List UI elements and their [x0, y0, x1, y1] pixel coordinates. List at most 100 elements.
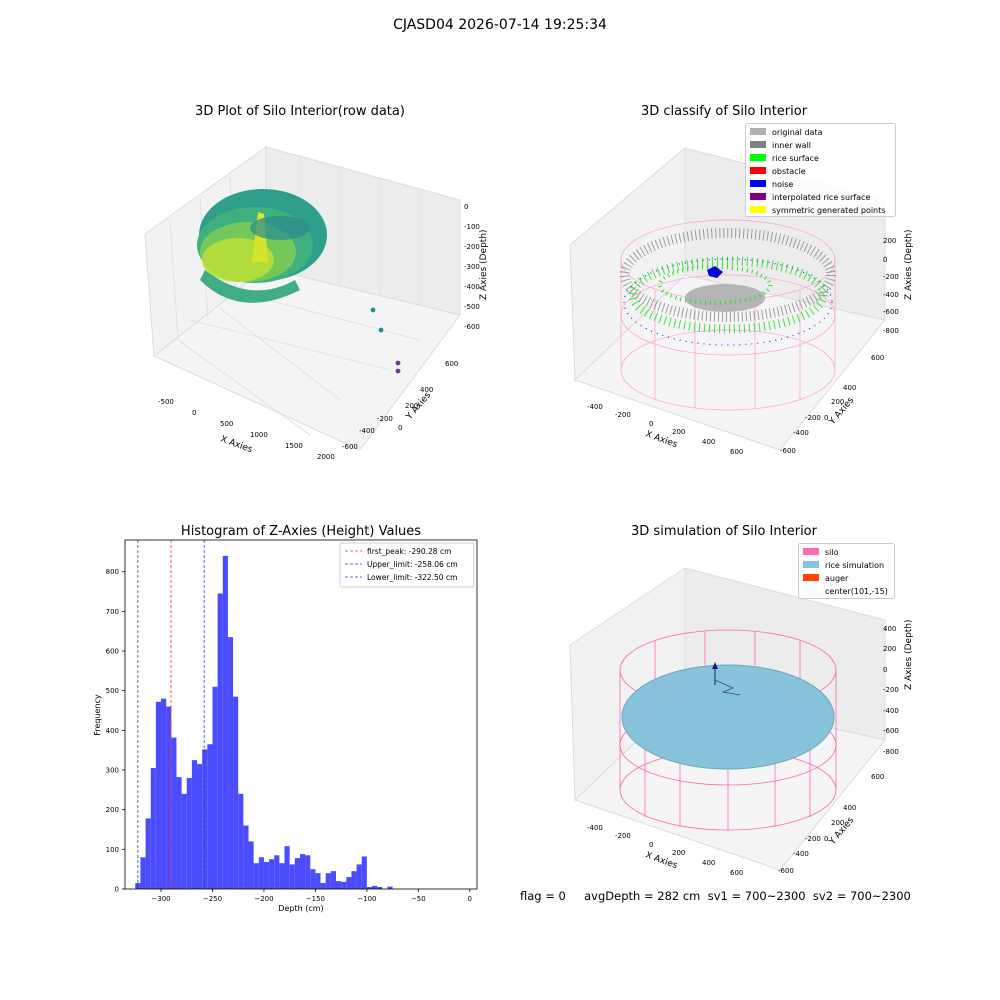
- panel4-legend: silo rice simulation auger center(101,-15): [798, 543, 895, 599]
- panel1-xlabel: X Axies: [219, 434, 254, 455]
- panel4-xtick: -200: [615, 832, 631, 840]
- histogram-bar: [155, 701, 162, 889]
- histogram-title: Histogram of Z-Axies (Height) Values: [180, 524, 422, 539]
- histogram-bar: [315, 873, 321, 889]
- histogram-bar: [145, 818, 151, 889]
- panel1-xtick: 1500: [285, 442, 303, 450]
- histogram-bar: [330, 871, 336, 889]
- panel1-ytick: 0: [398, 424, 402, 432]
- histogram-yticks: 0 100 200 300 400 500 600 700 800: [106, 568, 125, 894]
- histogram-bar: [305, 855, 311, 889]
- histogram-bar: [356, 864, 362, 889]
- histogram-bar: [222, 555, 228, 889]
- panel4-silo-wireframe: [619, 629, 837, 831]
- histogram-bar: [258, 857, 264, 889]
- panel1-ztick: 0: [464, 203, 468, 211]
- panel2-ytick: 600: [871, 354, 884, 362]
- legend-label: original data: [772, 128, 823, 137]
- histogram-bar: [372, 885, 378, 889]
- histogram-bar: [263, 862, 270, 889]
- panel2-xtick: 0: [649, 420, 653, 428]
- legend-swatch: [803, 574, 819, 581]
- panel1-title: 3D Plot of Silo Interior(row data): [195, 104, 405, 119]
- legend-swatch: [750, 141, 766, 148]
- panel1-ytick: -200: [377, 415, 393, 423]
- panel2-rice-surface: [628, 256, 828, 334]
- panel1-xtick: 2000: [317, 453, 335, 460]
- histogram-ytick-label: 200: [106, 806, 119, 814]
- legend-swatch: [803, 561, 819, 568]
- histogram-bar: [176, 777, 182, 889]
- panel2-noise: [623, 258, 833, 346]
- legend-swatch: [750, 180, 766, 187]
- panel2-inner-wall: [620, 228, 836, 322]
- histogram-bar: [299, 854, 306, 889]
- panel1-ytick: -400: [359, 427, 375, 435]
- histogram-bar: [227, 637, 234, 889]
- panel1-ztick: -500: [464, 303, 480, 311]
- histogram-bar: [366, 887, 373, 889]
- panel1-panes: [144, 146, 461, 451]
- panel2-ztick: 200: [883, 237, 896, 245]
- panel4-xtick: 0: [649, 841, 653, 849]
- panel2-legend: original data inner wall rice surface obsta…: [745, 123, 896, 217]
- histogram-ytick-label: 400: [106, 727, 119, 735]
- histogram-bar: [181, 793, 187, 889]
- histogram-xtick-label: −200: [254, 895, 273, 903]
- panel2-xtick: -200: [615, 411, 631, 419]
- panel2-ztick: -400: [883, 291, 899, 299]
- panel1-point-cloud: [197, 189, 401, 374]
- histogram-bar: [238, 793, 244, 889]
- histogram-ytick-label: 700: [106, 608, 119, 616]
- panel2-ztick: -800: [883, 327, 899, 335]
- panel2-ytick: -400: [793, 429, 809, 437]
- histogram-bar: [284, 846, 290, 889]
- panel2-xtick: 600: [730, 448, 743, 456]
- histogram-bar: [294, 858, 300, 889]
- status-footer: flag = 0 avgDepth = 282 cm sv1 = 700~230…: [520, 889, 911, 903]
- panel1-xtick: -500: [158, 398, 174, 406]
- histogram-ytick-label: 500: [106, 687, 119, 695]
- histogram-bar: [243, 825, 249, 889]
- panel4-xtick: -400: [587, 824, 603, 832]
- panel4-rice-simulation: [621, 664, 835, 770]
- legend-label: center(101,-15): [825, 587, 888, 596]
- histogram-bar: [140, 857, 146, 889]
- histogram-xtick-label: −300: [151, 895, 170, 903]
- histogram-bar: [171, 737, 177, 889]
- histogram-ytick-label: 800: [106, 568, 119, 576]
- histogram-xtick-label: −150: [306, 895, 325, 903]
- legend-swatch: [750, 154, 766, 161]
- histogram-xtick-label: −100: [357, 895, 376, 903]
- panel4-zlabel: Z Axies (Depth): [904, 619, 914, 690]
- histogram-bar: [248, 841, 254, 889]
- panel4-ticks: -400 -200 0 200 400 600 600 400 200 0 -2…: [587, 625, 899, 877]
- panel1-ytick: -600: [342, 443, 358, 451]
- histogram-bar: [346, 877, 352, 889]
- legend-label: auger: [825, 574, 849, 583]
- panel1-ztick: -300: [464, 263, 480, 271]
- panel4-ztick: -200: [883, 686, 899, 694]
- panel2-ytick: -600: [780, 447, 796, 455]
- panel2-ytick: 400: [843, 384, 856, 392]
- panel4-ztick: 200: [883, 645, 896, 653]
- panel2-ytick: -200: [805, 414, 821, 422]
- histogram-legend-box: [339, 542, 475, 588]
- panel4-title: 3D simulation of Silo Interior: [631, 524, 817, 539]
- histogram-bar: [289, 864, 295, 889]
- histogram-bar: [207, 744, 213, 889]
- panel4-ztick: -800: [883, 748, 899, 756]
- legend-swatch: [803, 548, 819, 555]
- panel4-xtick: 400: [702, 859, 715, 867]
- histogram-bar: [361, 856, 367, 889]
- histogram-bar: [197, 764, 203, 889]
- histogram-ytick-label: 600: [106, 648, 119, 656]
- legend-label: obstacle: [772, 167, 806, 176]
- panel1-xtick: 500: [220, 420, 233, 428]
- panel4-ztick: 400: [883, 625, 896, 633]
- histogram-frame: [124, 539, 478, 890]
- histogram-bar: [217, 593, 223, 889]
- panel4-ztick: -400: [883, 707, 899, 715]
- histogram-bar: [325, 873, 331, 889]
- panel1-xtick: 0: [192, 409, 196, 417]
